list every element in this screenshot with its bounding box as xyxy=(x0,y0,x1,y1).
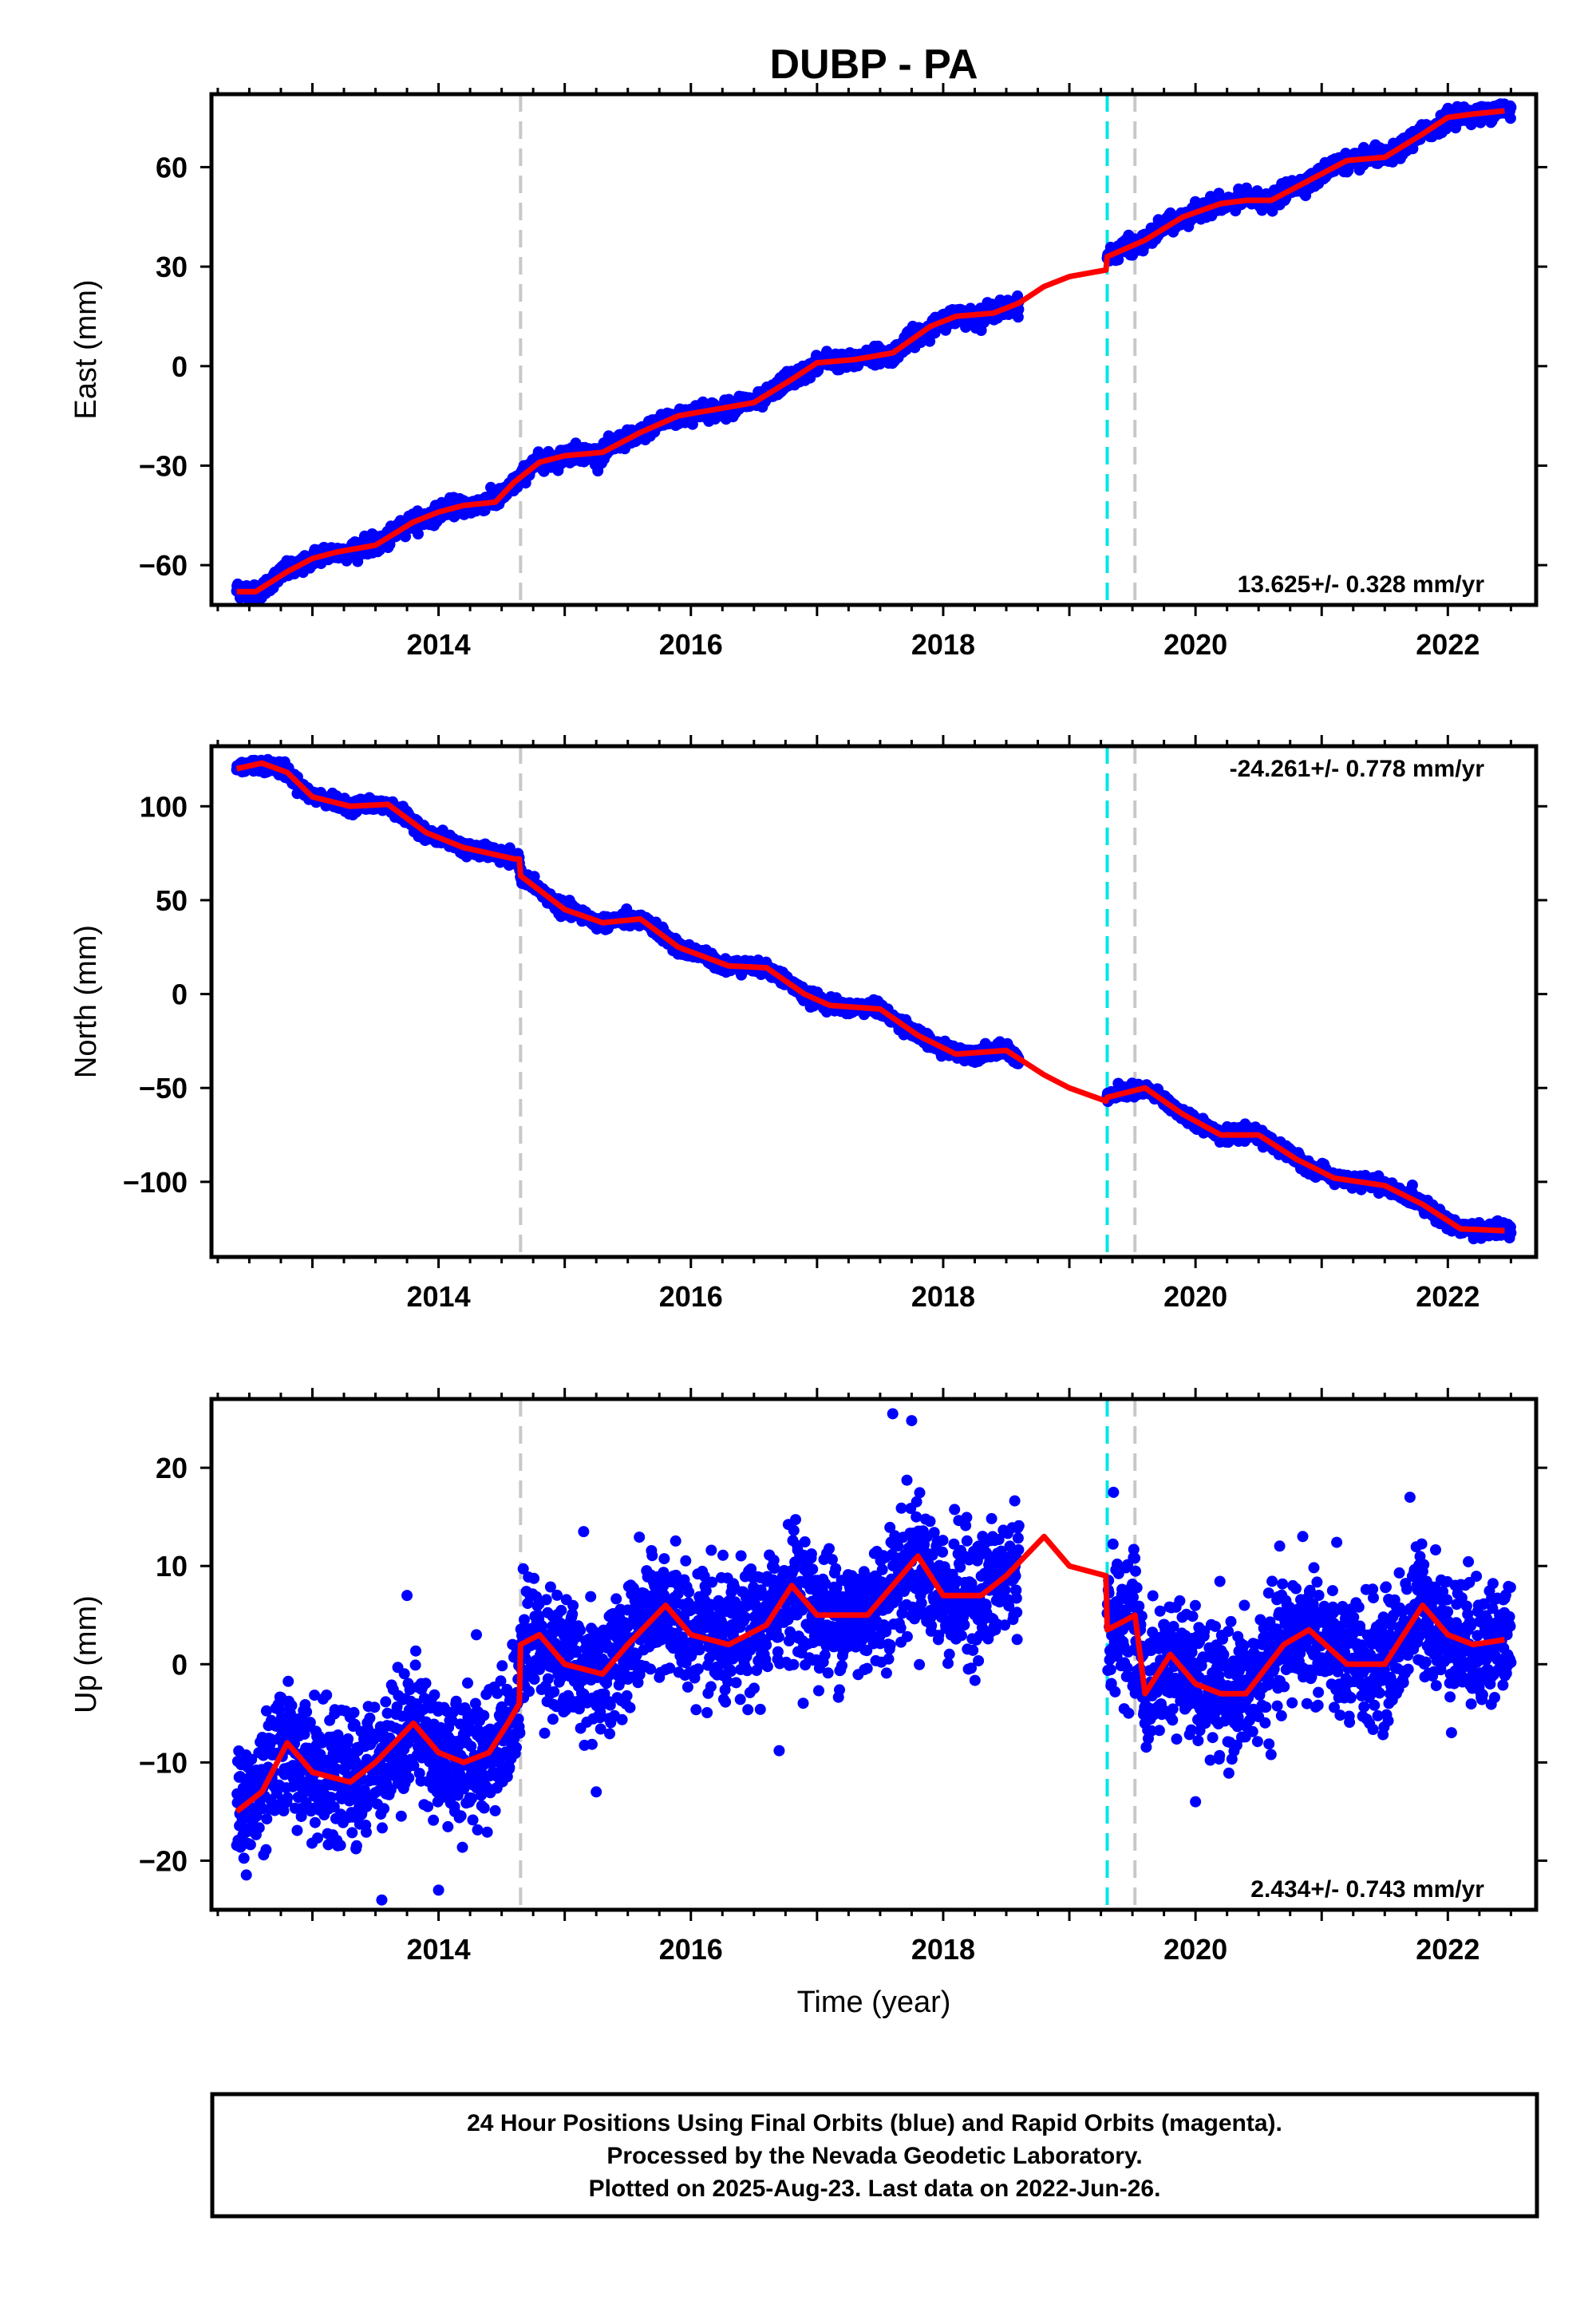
panel-east: 2014 2016 2018 2020 2022 60 30 0 −30 −60 East (mm)… xyxy=(69,83,1547,661)
east-x-tick-label: 2020 xyxy=(1163,628,1227,661)
east-y-tick-label: 0 xyxy=(172,350,188,383)
east-x-tick-label: 2016 xyxy=(659,628,723,661)
east-y-tick-label: −30 xyxy=(139,449,188,482)
east-point xyxy=(400,531,411,543)
east-y-tick-label: −60 xyxy=(139,549,188,582)
east-point xyxy=(1504,113,1516,124)
east-x-tick-label: 2014 xyxy=(407,628,471,661)
north-plot-area xyxy=(231,746,1517,1257)
north-point xyxy=(528,871,540,883)
east-x-tick-label: 2018 xyxy=(911,628,975,661)
east-point xyxy=(1505,101,1517,113)
east-y-tick-label: 60 xyxy=(156,151,188,184)
east-plot-area xyxy=(231,94,1517,605)
east-y-axis-label: East (mm) xyxy=(69,279,103,419)
east-model-line xyxy=(236,108,1505,595)
east-frame xyxy=(209,92,1539,607)
east-rate-label: 13.625+/- 0.328 mm/yr xyxy=(1238,571,1485,598)
figure-title: DUBP - PA xyxy=(770,41,978,88)
east-x-tick-label: 2022 xyxy=(1416,628,1479,661)
east-y-tick-label: 30 xyxy=(156,251,188,283)
